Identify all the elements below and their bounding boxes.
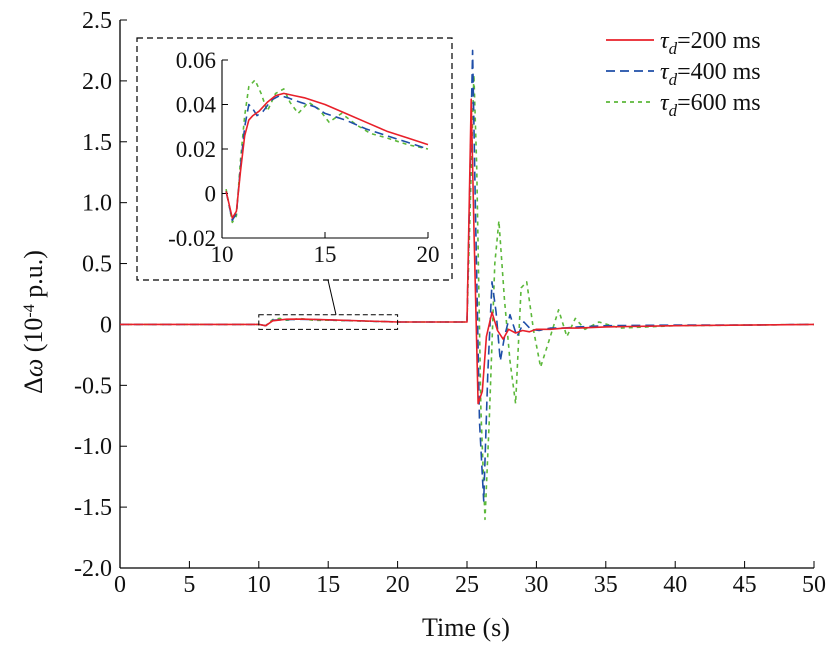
inset-y-tick-label: 0.06 — [176, 48, 216, 73]
y-tick-label: -2.0 — [74, 556, 112, 582]
x-tick-label: 5 — [183, 572, 195, 598]
x-tick-label: 20 — [386, 572, 410, 598]
x-tick-label: 40 — [663, 572, 687, 598]
y-tick-label: 1.5 — [82, 130, 112, 156]
inset-x-tick-label: 15 — [314, 242, 337, 267]
inset-connector — [327, 279, 337, 315]
y-tick-label: -0.5 — [74, 373, 112, 399]
inset-series-lines — [225, 79, 429, 224]
legend-entry: τd=400 ms — [660, 59, 761, 89]
y-tick-label: 0.5 — [82, 252, 112, 278]
axes: 0 5 10 15 20 25 30 35 40 45 50 2.5 2.0 1.5 1.0 0.5 0 -0.5… — [74, 8, 826, 598]
x-tick-label: 10 — [247, 572, 271, 598]
y-tick-label: 0 — [100, 312, 112, 338]
inset-y-tick-label: -0.02 — [168, 226, 216, 251]
inset-x-tick-label: 10 — [211, 242, 234, 267]
y-tick-label: -1.5 — [74, 495, 112, 521]
legend-entry: τd=200 ms — [660, 28, 761, 58]
x-tick-label: 45 — [733, 572, 757, 598]
inset-frame — [136, 37, 453, 281]
inset-zoom: 10 15 20 0.06 0.04 0.02 0 -0.02 — [136, 37, 453, 330]
inset-y-tick-label: 0 — [205, 182, 217, 207]
legend-entry: τd=600 ms — [660, 90, 761, 120]
x-tick-label: 0 — [114, 572, 126, 598]
series-lines — [120, 49, 815, 521]
inset-series-line — [225, 92, 429, 219]
y-tick-label: -1.0 — [74, 434, 112, 460]
x-tick-label: 30 — [524, 572, 548, 598]
y-tick-label: 1.0 — [82, 191, 112, 217]
x-tick-label: 15 — [316, 572, 340, 598]
inset-y-tick-label: 0.02 — [176, 137, 216, 162]
x-tick-label: 25 — [455, 572, 479, 598]
x-axis-title: Time (s) — [422, 613, 510, 642]
x-tick-label: 50 — [802, 572, 826, 598]
zoom-source-box — [258, 314, 399, 330]
series-line — [120, 98, 815, 405]
inset-y-tick-label: 0.04 — [176, 93, 217, 118]
y-tick-label: 2.0 — [82, 69, 112, 95]
y-tick-label: 2.5 — [82, 8, 112, 34]
inset-series-line — [225, 79, 429, 224]
inset-x-tick-label: 20 — [417, 242, 440, 267]
x-tick-label: 35 — [594, 572, 618, 598]
y-axis-title: Δω (10-4 p.u.) — [19, 250, 48, 394]
